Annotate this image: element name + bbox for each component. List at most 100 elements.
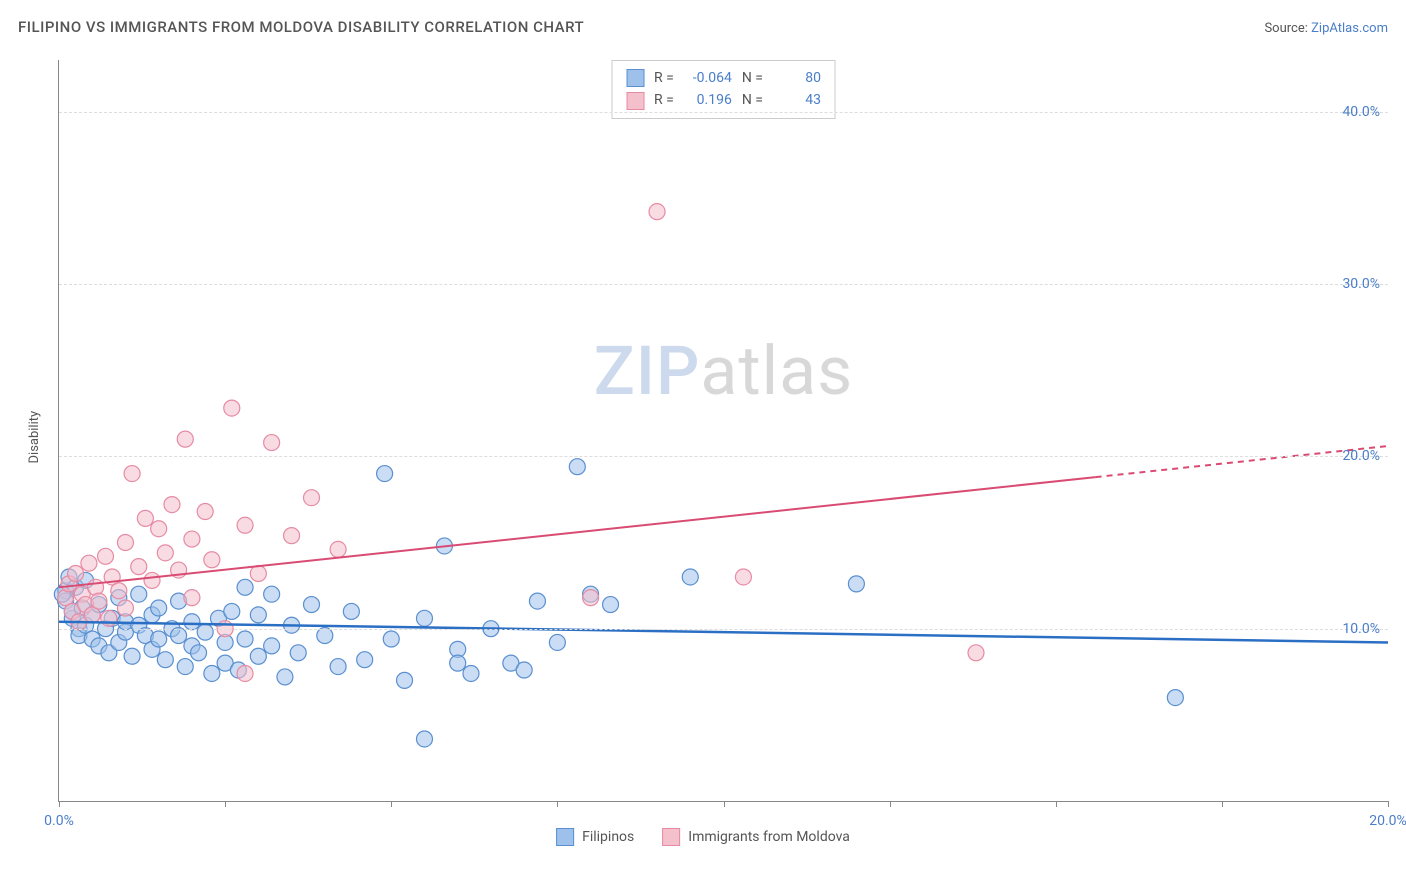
xtick-label: 20.0% [1369,813,1406,829]
data-point-filipinos [330,659,346,675]
data-point-filipinos [516,662,532,678]
data-point-filipinos [304,597,320,613]
data-point-filipinos [250,648,266,664]
data-point-moldova [197,503,213,519]
data-point-filipinos [397,672,413,688]
data-point-filipinos [450,655,466,671]
ytick-label: 10.0% [1342,621,1380,637]
data-point-filipinos [191,645,207,661]
y-axis-label: Disability [27,411,42,464]
data-point-moldova [151,521,167,537]
xtick [890,801,891,807]
gridline [59,284,1388,285]
legend-swatch-moldova [662,828,680,846]
data-point-moldova [157,545,173,561]
data-point-filipinos [264,586,280,602]
data-point-filipinos [569,459,585,475]
legend-label-moldova: Immigrants from Moldova [688,829,850,845]
data-point-filipinos [224,603,240,619]
xtick [557,801,558,807]
legend: Filipinos Immigrants from Moldova [556,828,850,846]
source-link[interactable]: ZipAtlas.com [1311,21,1388,36]
legend-item-moldova: Immigrants from Moldova [662,828,850,846]
data-point-filipinos [377,466,393,482]
data-point-moldova [117,535,133,551]
data-point-filipinos [197,624,213,640]
xtick [1388,801,1389,807]
data-point-filipinos [290,645,306,661]
data-point-moldova [164,497,180,513]
data-point-filipinos [529,593,545,609]
data-point-filipinos [343,603,359,619]
data-point-filipinos [151,631,167,647]
data-point-moldova [91,593,107,609]
data-point-moldova [81,555,97,571]
data-point-filipinos [171,628,187,644]
source-label: Source: [1264,21,1307,36]
xtick [724,801,725,807]
data-point-filipinos [383,631,399,647]
data-point-moldova [583,590,599,606]
data-point-filipinos [237,579,253,595]
trendline-moldova [59,477,1096,587]
data-point-moldova [250,566,266,582]
data-point-moldova [124,466,140,482]
data-point-moldova [137,510,153,526]
gridline [59,112,1388,113]
xtick-label: 0.0% [44,813,74,829]
data-point-moldova [735,569,751,585]
ytick-label: 20.0% [1342,448,1380,464]
data-point-filipinos [317,628,333,644]
data-point-moldova [184,531,200,547]
xtick [1222,801,1223,807]
data-point-moldova [111,583,127,599]
data-point-filipinos [603,597,619,613]
data-point-filipinos [250,607,266,623]
data-point-moldova [98,548,114,564]
data-point-filipinos [124,648,140,664]
data-point-moldova [144,572,160,588]
xtick [225,801,226,807]
data-point-filipinos [848,576,864,592]
gridline [59,629,1388,630]
data-point-moldova [968,645,984,661]
data-point-moldova [304,490,320,506]
data-point-filipinos [237,631,253,647]
data-point-filipinos [1167,690,1183,706]
data-point-filipinos [184,614,200,630]
data-point-moldova [649,204,665,220]
data-point-moldova [204,552,220,568]
chart-title: FILIPINO VS IMMIGRANTS FROM MOLDOVA DISA… [18,18,584,36]
xtick [59,801,60,807]
chart-container: Disability ZIPatlas R = -0.064 N = 80 R … [18,50,1388,862]
data-point-filipinos [264,638,280,654]
data-point-filipinos [357,652,373,668]
xtick [1056,801,1057,807]
trendline-filipinos [59,622,1388,643]
data-point-filipinos [682,569,698,585]
plot-area: ZIPatlas R = -0.064 N = 80 R = 0.196 N =… [58,60,1388,802]
xtick [391,801,392,807]
legend-item-filipinos: Filipinos [556,828,634,846]
data-point-moldova [101,610,117,626]
data-point-filipinos [416,610,432,626]
legend-swatch-filipinos [556,828,574,846]
data-point-moldova [237,517,253,533]
data-point-filipinos [204,665,220,681]
data-point-filipinos [463,665,479,681]
ytick-label: 40.0% [1342,104,1380,120]
data-point-filipinos [177,659,193,675]
data-point-moldova [224,400,240,416]
data-point-moldova [184,590,200,606]
data-point-moldova [177,431,193,447]
data-point-moldova [117,600,133,616]
gridline [59,456,1388,457]
ytick-label: 30.0% [1342,276,1380,292]
data-point-filipinos [416,731,432,747]
data-point-moldova [284,528,300,544]
source-attribution: Source: ZipAtlas.com [1264,21,1388,36]
data-point-moldova [264,435,280,451]
data-point-filipinos [549,634,565,650]
data-point-moldova [330,541,346,557]
data-point-moldova [237,665,253,681]
